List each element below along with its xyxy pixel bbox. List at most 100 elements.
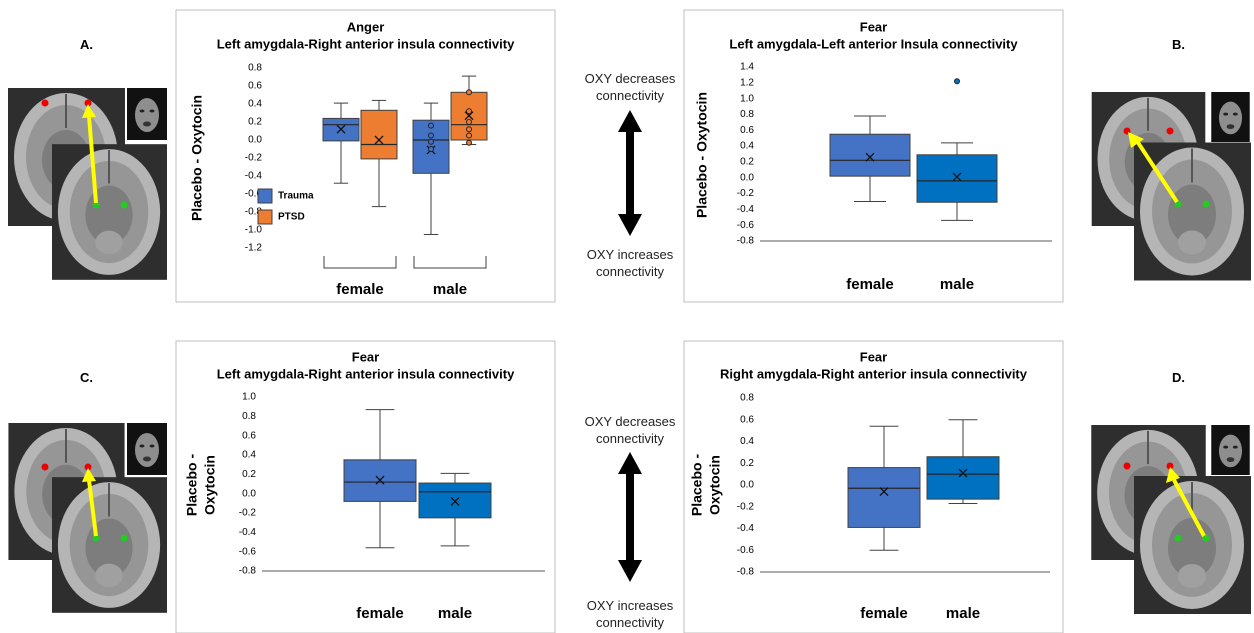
y-tick-label: 0.8	[242, 411, 256, 422]
panel-label: A.	[80, 37, 93, 52]
mean-marker	[464, 111, 474, 121]
x-tick-label: male	[946, 605, 980, 622]
data-point	[466, 132, 472, 139]
category-bracket	[323, 256, 397, 269]
y-tick-label: 1.0	[740, 93, 754, 104]
chart-title: Fear	[352, 349, 379, 364]
box	[926, 456, 1000, 500]
y-axis-title: Placebo - Oxytocin	[694, 92, 710, 218]
x-tick-label: female	[846, 276, 894, 293]
mean-marker	[375, 475, 385, 485]
y-tick-label: -0.2	[245, 153, 263, 164]
mean-marker	[865, 152, 875, 162]
y-tick-label: -0.8	[737, 236, 755, 247]
legend-swatch	[257, 188, 273, 204]
y-tick-label: 0.8	[248, 63, 262, 74]
y-tick-label: 0.2	[740, 157, 754, 168]
chart-subtitle: Left amygdala-Right anterior insula conn…	[217, 366, 515, 381]
chart-title: Anger	[347, 19, 385, 34]
data-point	[466, 126, 472, 133]
chart-subtitle: Right amygdala-Right anterior insula con…	[720, 366, 1028, 381]
y-tick-label: 0.8	[740, 109, 754, 120]
box	[829, 133, 911, 177]
x-tick-label: female	[356, 605, 404, 622]
y-tick-label: -0.8	[737, 567, 755, 578]
y-tick-label: 0.0	[740, 172, 754, 183]
data-point	[428, 138, 434, 145]
y-tick-label: 0.2	[242, 469, 256, 480]
chart-subtitle: Left amygdala-Right anterior insula conn…	[217, 36, 515, 51]
y-tick-label: -0.4	[245, 171, 263, 182]
chart-subtitle: Left amygdala-Left anterior Insula conne…	[729, 36, 1018, 51]
y-axis-title: Oxytocin	[202, 455, 218, 515]
y-tick-label: 0.6	[242, 430, 256, 441]
chart: Fear Right amygdala-Right anterior insula…	[683, 340, 1064, 633]
legend-label: Trauma	[278, 191, 314, 202]
x-tick-label: male	[433, 281, 467, 298]
arrow-label: OXY decreases connectivity	[584, 414, 676, 446]
y-tick-label: -0.4	[239, 527, 257, 538]
arrow-label: OXY increases connectivity	[586, 247, 674, 279]
y-tick-label: 0.6	[248, 81, 262, 92]
mean-marker	[374, 135, 384, 145]
y-tick-label: 1.0	[242, 392, 256, 403]
data-point	[954, 78, 960, 85]
x-tick-label: male	[438, 605, 472, 622]
y-tick-label: 0.4	[740, 436, 754, 447]
y-axis-title: Placebo -	[184, 454, 200, 517]
mean-marker	[879, 487, 889, 496]
y-tick-label: -0.6	[245, 189, 263, 200]
y-tick-label: -0.6	[737, 545, 755, 556]
data-point	[466, 139, 472, 146]
category-bracket	[413, 256, 487, 269]
y-tick-label: 1.4	[740, 62, 754, 73]
arrow-label: OXY increases connectivity	[586, 598, 674, 630]
y-tick-label: -1.0	[245, 225, 263, 236]
chart-title: Fear	[860, 19, 887, 34]
x-tick-label: male	[940, 276, 974, 293]
y-axis-title: Oxytocin	[707, 455, 723, 515]
y-tick-label: 0.8	[740, 393, 754, 404]
y-tick-label: 0.0	[242, 488, 256, 499]
data-point	[466, 89, 472, 96]
mean-marker	[958, 468, 968, 478]
y-tick-label: -0.4	[737, 204, 755, 215]
box	[847, 467, 921, 528]
legend-swatch	[257, 209, 273, 225]
box	[360, 109, 398, 160]
y-axis-title: Placebo -	[689, 454, 705, 517]
data-point	[428, 146, 434, 152]
y-tick-label: 0.6	[740, 125, 754, 136]
legend-label: PTSD	[278, 212, 305, 223]
box	[916, 154, 998, 203]
box	[418, 482, 492, 519]
mean-marker	[336, 124, 346, 134]
data-point	[428, 122, 434, 129]
y-tick-label: -0.2	[239, 508, 257, 519]
y-tick-label: -0.6	[737, 220, 755, 231]
y-tick-label: 0.0	[740, 480, 754, 491]
data-point	[466, 119, 472, 125]
y-tick-label: 0.6	[740, 414, 754, 425]
y-tick-label: -0.2	[737, 188, 755, 199]
y-tick-label: 0.4	[248, 99, 262, 110]
chart: Anger Left amygdala-Right anterior insula…	[175, 9, 556, 303]
y-tick-label: -0.8	[245, 207, 263, 218]
panel-label: B.	[1172, 37, 1185, 52]
y-axis-title: Placebo - Oxytocin	[189, 95, 205, 221]
y-tick-label: -0.6	[239, 546, 257, 557]
double-arrows	[618, 110, 642, 582]
panel-label: C.	[80, 370, 93, 385]
x-tick-label: female	[336, 281, 384, 298]
data-point	[428, 132, 434, 139]
y-tick-label: 0.4	[740, 141, 754, 152]
y-tick-label: 1.2	[740, 77, 754, 88]
data-point	[466, 108, 472, 115]
panel-label: D.	[1172, 370, 1185, 385]
y-tick-label: -0.8	[239, 566, 257, 577]
chart-title: Fear	[860, 349, 887, 364]
y-tick-label: 0.2	[248, 117, 262, 128]
mean-marker	[450, 496, 460, 506]
